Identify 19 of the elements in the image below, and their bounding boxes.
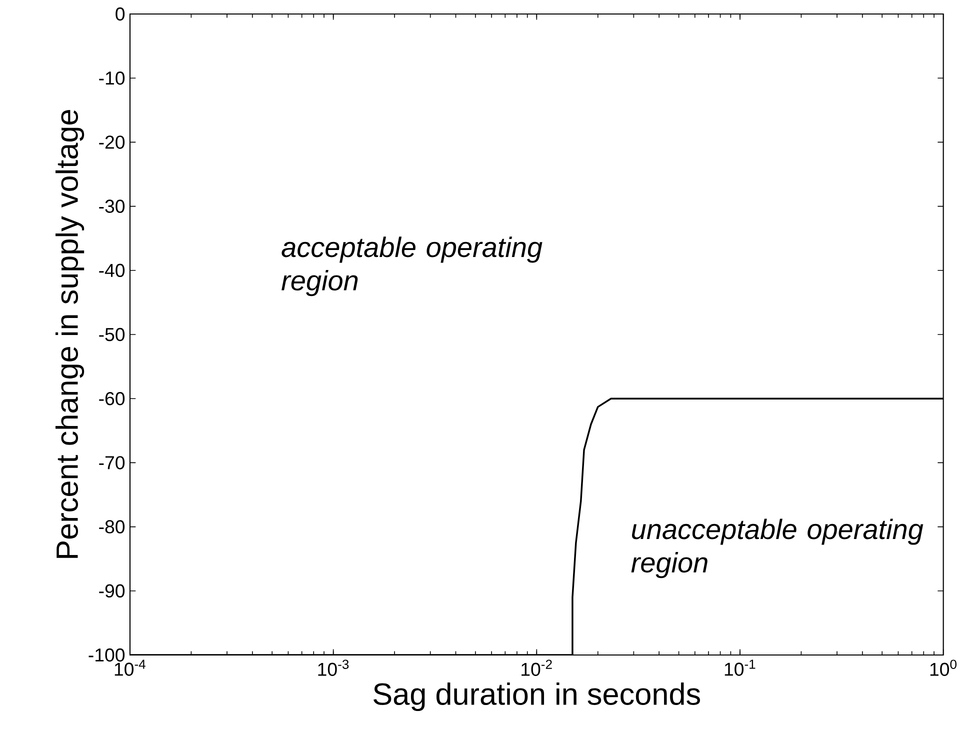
y-tick-label: -100 bbox=[88, 648, 125, 662]
y-tick-label: -50 bbox=[99, 328, 125, 342]
y-tick-label: -90 bbox=[99, 584, 125, 598]
x-axis-title: Sag duration in seconds bbox=[374, 682, 700, 712]
y-tick-label: -30 bbox=[99, 200, 125, 213]
y-tick-label: -10 bbox=[99, 71, 125, 85]
x-tick-label: 10$^{0}$ bbox=[930, 660, 957, 676]
y-tick-label: -60 bbox=[99, 392, 125, 406]
y-tick-label: -20 bbox=[99, 136, 125, 149]
annotation: unacceptable operating region bbox=[631, 518, 924, 578]
y-tick-label: -70 bbox=[99, 456, 125, 470]
y-tick-label: -40 bbox=[99, 264, 125, 278]
x-tick-label: 10$^{-2}$ bbox=[522, 660, 552, 676]
y-tick-label: 0 bbox=[116, 7, 125, 21]
x-tick-label: 10$^{-1}$ bbox=[724, 660, 756, 676]
y-tick-label: -80 bbox=[99, 520, 125, 534]
x-tick-label: 10$^{-3}$ bbox=[318, 660, 349, 676]
annotation: acceptable operating region bbox=[282, 236, 542, 296]
y-axis-title: Percent change in supply voltage bbox=[56, 110, 84, 558]
